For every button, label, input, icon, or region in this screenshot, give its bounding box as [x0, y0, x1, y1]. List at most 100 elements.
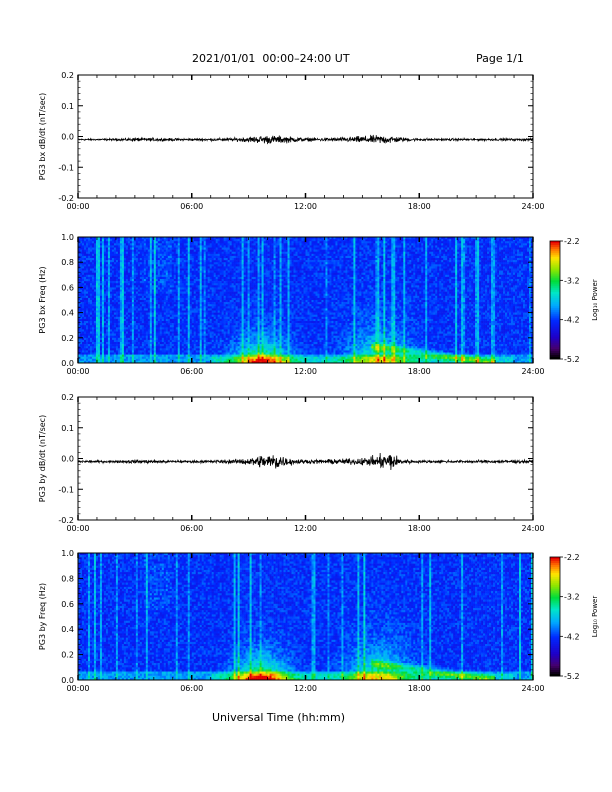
- heat-cell: [146, 264, 148, 266]
- heat-cell: [140, 319, 142, 321]
- heat-cell: [218, 248, 220, 250]
- heat-cell: [120, 264, 122, 266]
- heat-cell: [190, 266, 192, 268]
- heat-cell: [92, 336, 94, 338]
- heat-cell: [104, 298, 106, 300]
- heat-cell: [144, 350, 146, 352]
- heat-cell: [196, 245, 198, 247]
- heat-cell: [142, 243, 144, 245]
- heat-cell: [176, 313, 178, 315]
- heat-cell: [86, 290, 88, 292]
- heat-cell: [228, 323, 230, 325]
- heat-cell: [132, 287, 134, 289]
- heat-cell: [182, 334, 184, 336]
- heat-cell: [94, 325, 96, 327]
- heat-cell: [184, 311, 186, 313]
- heat-cell: [116, 313, 118, 315]
- heat-cell: [148, 306, 150, 308]
- heat-cell: [164, 292, 166, 294]
- heat-cell: [228, 245, 230, 247]
- heat-cell: [182, 248, 184, 250]
- heat-cell: [184, 275, 186, 277]
- heat-cell: [214, 302, 216, 304]
- heat-cell: [184, 355, 186, 357]
- heat-cell: [160, 359, 162, 361]
- heat-cell: [162, 290, 164, 292]
- heat-cell: [206, 243, 208, 245]
- heat-cell: [212, 340, 214, 342]
- heat-cell: [230, 300, 232, 302]
- heat-cell: [210, 245, 212, 247]
- heat-cell: [236, 298, 238, 300]
- heat-cell: [104, 254, 106, 256]
- heat-cell: [156, 248, 158, 250]
- heat-cell: [80, 275, 82, 277]
- heat-cell: [120, 350, 122, 352]
- heat-cell: [188, 344, 190, 346]
- heat-cell: [176, 264, 178, 266]
- heat-cell: [118, 317, 120, 319]
- heat-cell: [174, 355, 176, 357]
- heat-cell: [130, 250, 132, 252]
- heat-cell: [194, 283, 196, 285]
- heat-cell: [210, 277, 212, 279]
- heat-cell: [172, 248, 174, 250]
- heat-cell: [186, 266, 188, 268]
- heat-cell: [230, 271, 232, 273]
- heat-cell: [198, 271, 200, 273]
- heat-cell: [218, 306, 220, 308]
- heat-cell: [212, 313, 214, 315]
- heat-cell: [176, 321, 178, 323]
- heat-cell: [224, 321, 226, 323]
- heat-cell: [190, 290, 192, 292]
- heat-cell: [134, 300, 136, 302]
- heat-cell: [234, 296, 236, 298]
- heat-cell: [168, 313, 170, 315]
- heat-cell: [170, 304, 172, 306]
- heat-cell: [216, 271, 218, 273]
- heat-cell: [140, 245, 142, 247]
- heat-cell: [214, 336, 216, 338]
- heat-cell: [138, 292, 140, 294]
- heat-cell: [182, 296, 184, 298]
- heat-cell: [106, 256, 108, 258]
- heat-cell: [138, 321, 140, 323]
- heat-cell: [160, 275, 162, 277]
- heat-cell: [184, 250, 186, 252]
- heat-cell: [232, 344, 234, 346]
- heat-cell: [200, 329, 202, 331]
- heat-cell: [86, 332, 88, 334]
- heat-cell: [110, 287, 112, 289]
- heat-cell: [156, 306, 158, 308]
- heat-cell: [166, 304, 168, 306]
- heat-cell: [152, 296, 154, 298]
- heat-cell: [214, 313, 216, 315]
- heat-cell: [94, 296, 96, 298]
- heat-cell: [220, 313, 222, 315]
- heat-cell: [108, 279, 110, 281]
- heat-cell: [240, 271, 242, 273]
- heat-cell: [118, 353, 120, 355]
- heat-cell: [158, 346, 160, 348]
- heat-cell: [116, 344, 118, 346]
- heat-cell: [120, 357, 122, 359]
- heat-cell: [184, 353, 186, 355]
- heat-cell: [128, 338, 130, 340]
- heat-cell: [110, 355, 112, 357]
- heat-cell: [186, 275, 188, 277]
- heat-cell: [122, 239, 124, 241]
- heat-cell: [108, 258, 110, 260]
- heat-cell: [200, 290, 202, 292]
- heat-cell: [190, 332, 192, 334]
- heat-cell: [218, 290, 220, 292]
- heat-cell: [222, 359, 224, 361]
- heat-cell: [158, 275, 160, 277]
- heat-cell: [228, 340, 230, 342]
- heat-cell: [80, 319, 82, 321]
- heat-cell: [220, 273, 222, 275]
- heat-cell: [150, 281, 152, 283]
- heat-cell: [102, 252, 104, 254]
- heat-cell: [150, 315, 152, 317]
- heat-cell: [116, 285, 118, 287]
- heat-cell: [182, 264, 184, 266]
